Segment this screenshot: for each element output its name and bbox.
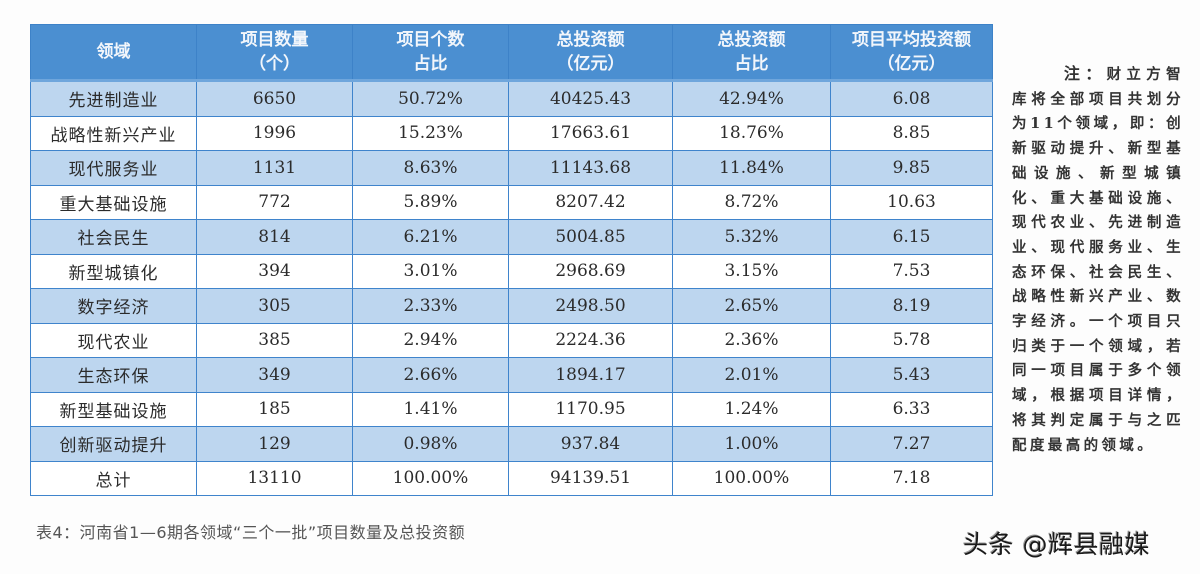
cell-domain: 战略性新兴产业 bbox=[30, 115, 197, 151]
cell-count: 185 bbox=[196, 391, 353, 427]
table-row: 数字经济 305 2.33% 2498.50 2.65% 8.19 bbox=[30, 288, 993, 324]
cell-count-share: 1.41% bbox=[352, 391, 509, 427]
cell-investment-share: 42.94% bbox=[672, 80, 831, 117]
cell-avg-investment: 7.53 bbox=[830, 253, 993, 289]
cell-count-share: 2.66% bbox=[352, 357, 509, 393]
table-row: 新型城镇化 394 3.01% 2968.69 3.15% 7.53 bbox=[30, 253, 993, 289]
cell-count: 6650 bbox=[196, 80, 353, 117]
domain-investment-table: 领域 项目数量 （个） 项目个数 占比 总投资额 （亿元） 总投资额 占比 项目平均投资… bbox=[30, 24, 993, 496]
cell-avg-investment: 6.15 bbox=[830, 219, 993, 255]
header-total-investment: 总投资额 （亿元） bbox=[508, 24, 673, 82]
cell-investment: 2224.36 bbox=[508, 322, 673, 358]
cell-domain: 数字经济 bbox=[30, 288, 197, 324]
cell-avg-investment: 7.27 bbox=[830, 426, 993, 462]
cell-count: 814 bbox=[196, 219, 353, 255]
cell-investment-share: 100.00% bbox=[672, 460, 831, 496]
table-row: 生态环保 349 2.66% 1894.17 2.01% 5.43 bbox=[30, 357, 993, 393]
cell-investment: 1170.95 bbox=[508, 391, 673, 427]
cell-avg-investment: 5.43 bbox=[830, 357, 993, 393]
header-investment-share: 总投资额 占比 bbox=[672, 24, 831, 82]
cell-avg-investment: 6.33 bbox=[830, 391, 993, 427]
cell-investment-share: 2.01% bbox=[672, 357, 831, 393]
cell-investment: 11143.68 bbox=[508, 150, 673, 186]
cell-avg-investment: 8.85 bbox=[830, 115, 993, 151]
cell-domain: 生态环保 bbox=[30, 357, 197, 393]
table-row: 先进制造业 6650 50.72% 40425.43 42.94% 6.08 bbox=[30, 80, 993, 117]
cell-avg-investment: 10.63 bbox=[830, 184, 993, 220]
table-row-total: 总计 13110 100.00% 94139.51 100.00% 7.18 bbox=[30, 460, 993, 496]
cell-count: 394 bbox=[196, 253, 353, 289]
cell-investment-share: 11.84% bbox=[672, 150, 831, 186]
cell-investment-share: 18.76% bbox=[672, 115, 831, 151]
table-body: 先进制造业 6650 50.72% 40425.43 42.94% 6.08 战… bbox=[30, 80, 993, 496]
note-text: 财立方智库将全部项目共划分为11个领域，即：创新驱动提升、新型基础设施、新型城镇… bbox=[1012, 66, 1184, 454]
cell-avg-investment: 7.18 bbox=[830, 460, 993, 496]
table-row: 重大基础设施 772 5.89% 8207.42 8.72% 10.63 bbox=[30, 184, 993, 220]
table-caption: 表4：河南省1—6期各领域“三个一批”项目数量及总投资额 bbox=[36, 523, 466, 542]
cell-count-share: 3.01% bbox=[352, 253, 509, 289]
cell-investment-share: 2.65% bbox=[672, 288, 831, 324]
cell-avg-investment: 5.78 bbox=[830, 322, 993, 358]
cell-domain: 先进制造业 bbox=[30, 80, 197, 117]
cell-avg-investment: 6.08 bbox=[830, 80, 993, 117]
table-row: 新型基础设施 185 1.41% 1170.95 1.24% 6.33 bbox=[30, 391, 993, 427]
cell-count: 305 bbox=[196, 288, 353, 324]
table-row: 现代服务业 1131 8.63% 11143.68 11.84% 9.85 bbox=[30, 150, 993, 186]
table-row: 战略性新兴产业 1996 15.23% 17663.61 18.76% 8.85 bbox=[30, 115, 993, 151]
cell-investment-share: 3.15% bbox=[672, 253, 831, 289]
data-table-container: 领域 项目数量 （个） 项目个数 占比 总投资额 （亿元） 总投资额 占比 项目平均投资… bbox=[30, 24, 993, 496]
cell-count-share: 6.21% bbox=[352, 219, 509, 255]
table-header-row: 领域 项目数量 （个） 项目个数 占比 总投资额 （亿元） 总投资额 占比 项目平均投资… bbox=[30, 24, 993, 82]
header-domain: 领域 bbox=[30, 24, 197, 82]
cell-investment: 17663.61 bbox=[508, 115, 673, 151]
cell-count-share: 2.94% bbox=[352, 322, 509, 358]
cell-investment: 5004.85 bbox=[508, 219, 673, 255]
source-watermark: 头条 @辉县融媒 bbox=[963, 530, 1150, 559]
cell-count: 13110 bbox=[196, 460, 353, 496]
cell-investment: 937.84 bbox=[508, 426, 673, 462]
cell-count-share: 2.33% bbox=[352, 288, 509, 324]
table-row: 社会民生 814 6.21% 5004.85 5.32% 6.15 bbox=[30, 219, 993, 255]
cell-investment: 1894.17 bbox=[508, 357, 673, 393]
cell-investment: 8207.42 bbox=[508, 184, 673, 220]
cell-investment: 2498.50 bbox=[508, 288, 673, 324]
cell-count-share: 0.98% bbox=[352, 426, 509, 462]
cell-investment-share: 1.00% bbox=[672, 426, 831, 462]
cell-investment: 40425.43 bbox=[508, 80, 673, 117]
cell-investment-share: 5.32% bbox=[672, 219, 831, 255]
cell-count-share: 5.89% bbox=[352, 184, 509, 220]
header-avg-investment: 项目平均投资额 （亿元） bbox=[830, 24, 993, 82]
cell-avg-investment: 8.19 bbox=[830, 288, 993, 324]
cell-count-share: 15.23% bbox=[352, 115, 509, 151]
note-lead: 注： bbox=[1062, 64, 1107, 83]
cell-count-share: 8.63% bbox=[352, 150, 509, 186]
cell-domain: 现代服务业 bbox=[30, 150, 197, 186]
cell-count: 1131 bbox=[196, 150, 353, 186]
cell-count: 772 bbox=[196, 184, 353, 220]
cell-investment-share: 2.36% bbox=[672, 322, 831, 358]
header-project-count: 项目数量 （个） bbox=[196, 24, 353, 82]
cell-count-share: 50.72% bbox=[352, 80, 509, 117]
cell-investment-share: 8.72% bbox=[672, 184, 831, 220]
cell-investment: 94139.51 bbox=[508, 460, 673, 496]
cell-count: 129 bbox=[196, 426, 353, 462]
cell-domain: 创新驱动提升 bbox=[30, 426, 197, 462]
cell-investment-share: 1.24% bbox=[672, 391, 831, 427]
cell-count-share: 100.00% bbox=[352, 460, 509, 496]
cell-domain: 重大基础设施 bbox=[30, 184, 197, 220]
cell-count: 385 bbox=[196, 322, 353, 358]
cell-domain: 现代农业 bbox=[30, 322, 197, 358]
side-note: 注：财立方智库将全部项目共划分为11个领域，即：创新驱动提升、新型基础设施、新型… bbox=[1012, 62, 1184, 458]
cell-domain: 新型城镇化 bbox=[30, 253, 197, 289]
cell-count: 349 bbox=[196, 357, 353, 393]
header-count-share: 项目个数 占比 bbox=[352, 24, 509, 82]
cell-domain: 新型基础设施 bbox=[30, 391, 197, 427]
cell-investment: 2968.69 bbox=[508, 253, 673, 289]
cell-count: 1996 bbox=[196, 115, 353, 151]
table-row: 创新驱动提升 129 0.98% 937.84 1.00% 7.27 bbox=[30, 426, 993, 462]
cell-avg-investment: 9.85 bbox=[830, 150, 993, 186]
cell-domain: 总计 bbox=[30, 460, 197, 496]
cell-domain: 社会民生 bbox=[30, 219, 197, 255]
table-row: 现代农业 385 2.94% 2224.36 2.36% 5.78 bbox=[30, 322, 993, 358]
